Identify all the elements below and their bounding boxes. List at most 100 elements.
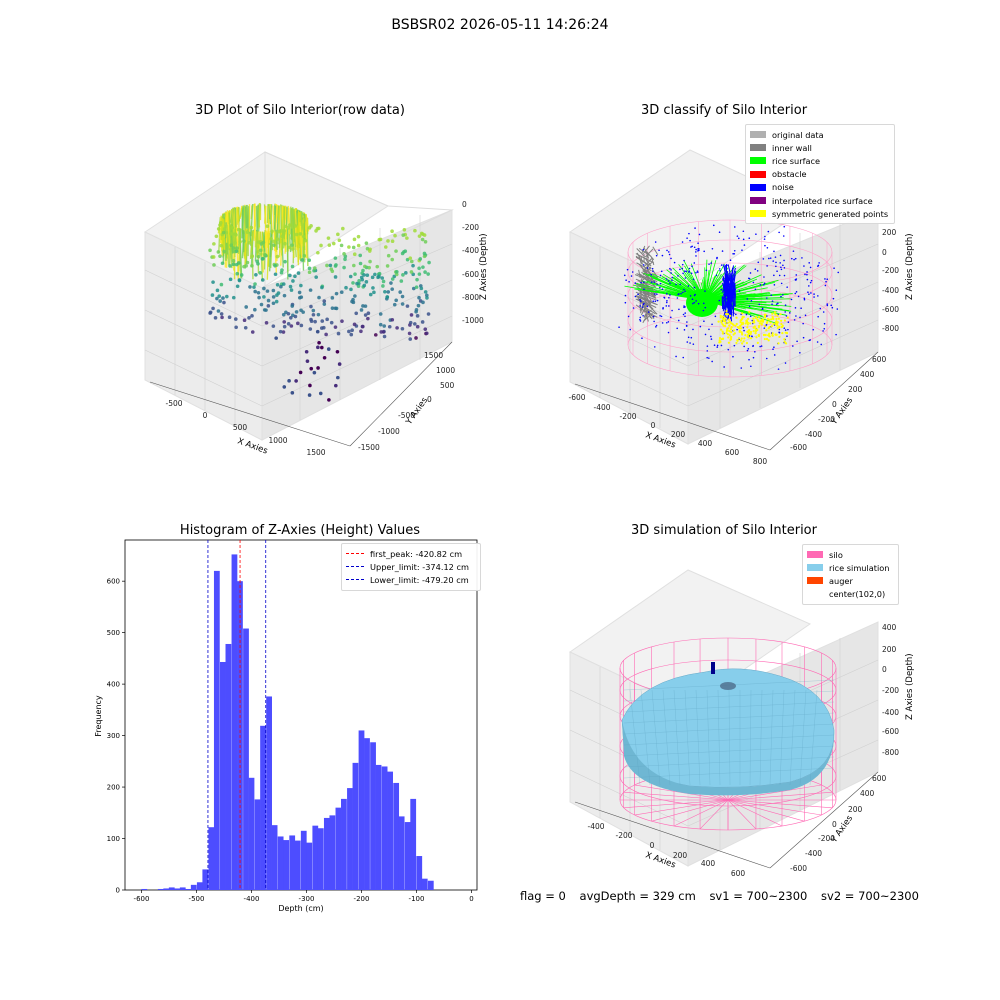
- noise-point: [759, 284, 762, 286]
- noise-point: [793, 258, 795, 261]
- y-tick-label: -1000: [378, 427, 400, 436]
- inner-wall-point: [652, 246, 659, 256]
- symmetric-point: [726, 313, 730, 316]
- raw-point: [390, 257, 395, 262]
- raw-point: [266, 298, 271, 303]
- raw-point: [219, 243, 224, 248]
- noise-point: [685, 270, 688, 273]
- histogram-bar: [341, 798, 347, 890]
- raw-point: [363, 313, 368, 317]
- symmetric-point: [778, 325, 781, 329]
- raw-point: [408, 256, 413, 260]
- raw-point: [259, 302, 264, 307]
- inner-wall-point: [644, 282, 653, 292]
- symmetric-point: [719, 316, 722, 319]
- raw-point: [389, 281, 393, 285]
- noise-point: [685, 325, 688, 327]
- symmetric-point: [732, 324, 735, 327]
- noise-point: [746, 349, 749, 352]
- noise-point: [692, 343, 695, 345]
- symmetric-point: [746, 323, 749, 326]
- raw-point: [281, 231, 286, 235]
- symmetric-point: [775, 317, 778, 321]
- noise-point: [749, 272, 752, 274]
- raw-point: [230, 232, 235, 236]
- symmetric-point: [730, 322, 733, 325]
- raw-point: [268, 204, 272, 225]
- noise-point: [704, 306, 707, 309]
- figure-title: BSBSR02 2026-05-11 14:26:24: [391, 17, 609, 33]
- noise-point: [661, 322, 664, 324]
- raw-point: [416, 303, 421, 308]
- silo-wire-line: [727, 791, 833, 801]
- rice-mesh-line: [673, 689, 681, 786]
- noise-point: [711, 360, 713, 363]
- histogram-bar: [370, 742, 376, 890]
- x-tick-label: -400: [244, 895, 260, 903]
- noise-point: [624, 294, 627, 297]
- legend-label: rice surface: [772, 155, 821, 166]
- raw-point: [363, 264, 367, 269]
- raw-point: [309, 304, 313, 309]
- noise-point: [810, 292, 812, 294]
- raw-point: [264, 308, 268, 312]
- silo-wire-line: [623, 799, 729, 809]
- noise-point: [659, 274, 662, 277]
- raw-point: [301, 310, 305, 314]
- noise-point: [743, 244, 746, 246]
- raw-point: [337, 362, 342, 366]
- rice-mesh-line: [759, 689, 763, 786]
- raw-point: [237, 278, 242, 283]
- raw-point: [305, 359, 310, 363]
- raw-point: [407, 331, 412, 336]
- symmetric-point: [720, 321, 723, 324]
- noise-point: [738, 290, 741, 292]
- inner-wall-point: [639, 289, 642, 298]
- symmetric-point: [776, 314, 779, 317]
- legend-entry: first_peak: -420.82 cm: [346, 547, 476, 560]
- raw-point: [301, 234, 306, 239]
- raw-point: [228, 212, 231, 232]
- raw-point: [349, 332, 354, 337]
- raw-point: [284, 224, 288, 229]
- inner-wall-point: [644, 257, 652, 267]
- noise-point: [799, 316, 801, 319]
- noise-point: [772, 260, 775, 262]
- noise-point: [727, 264, 735, 293]
- raw-point: [218, 299, 222, 303]
- raw-point: [379, 330, 384, 334]
- noise-point: [682, 291, 684, 294]
- raw-point: [256, 231, 259, 258]
- histogram-bar: [260, 725, 266, 890]
- symmetric-point: [721, 317, 724, 320]
- histogram-bar: [300, 830, 307, 890]
- avg-depth-text: avgDepth = 329 cm: [579, 889, 696, 903]
- noise-point: [695, 300, 697, 302]
- raw-point: [314, 229, 318, 233]
- raw-point: [417, 272, 422, 276]
- raw-point: [334, 291, 339, 296]
- raw-point: [211, 255, 216, 259]
- raw-point: [245, 260, 250, 265]
- classify-zlabel: Z Axies (Depth): [905, 233, 915, 300]
- raw-point: [316, 366, 320, 370]
- raw-point: [265, 224, 270, 228]
- raw-point: [263, 252, 267, 257]
- inner-wall-point: [636, 248, 645, 257]
- symmetric-point: [717, 320, 720, 323]
- noise-point: [653, 293, 656, 295]
- symmetric-point: [760, 323, 763, 326]
- noise-point: [677, 275, 679, 277]
- y-tick-label: 300: [107, 732, 120, 740]
- noise-point: [688, 267, 691, 270]
- noise-point: [794, 307, 797, 309]
- symmetric-point: [724, 317, 727, 320]
- symmetric-point: [783, 340, 786, 343]
- raw-point: [298, 370, 303, 375]
- noise-point: [663, 296, 665, 299]
- inner-wall-point: [636, 262, 652, 272]
- histogram-bar: [364, 738, 370, 890]
- raw-point: [352, 237, 357, 242]
- noise-point: [754, 350, 756, 353]
- inner-wall-point: [638, 247, 652, 257]
